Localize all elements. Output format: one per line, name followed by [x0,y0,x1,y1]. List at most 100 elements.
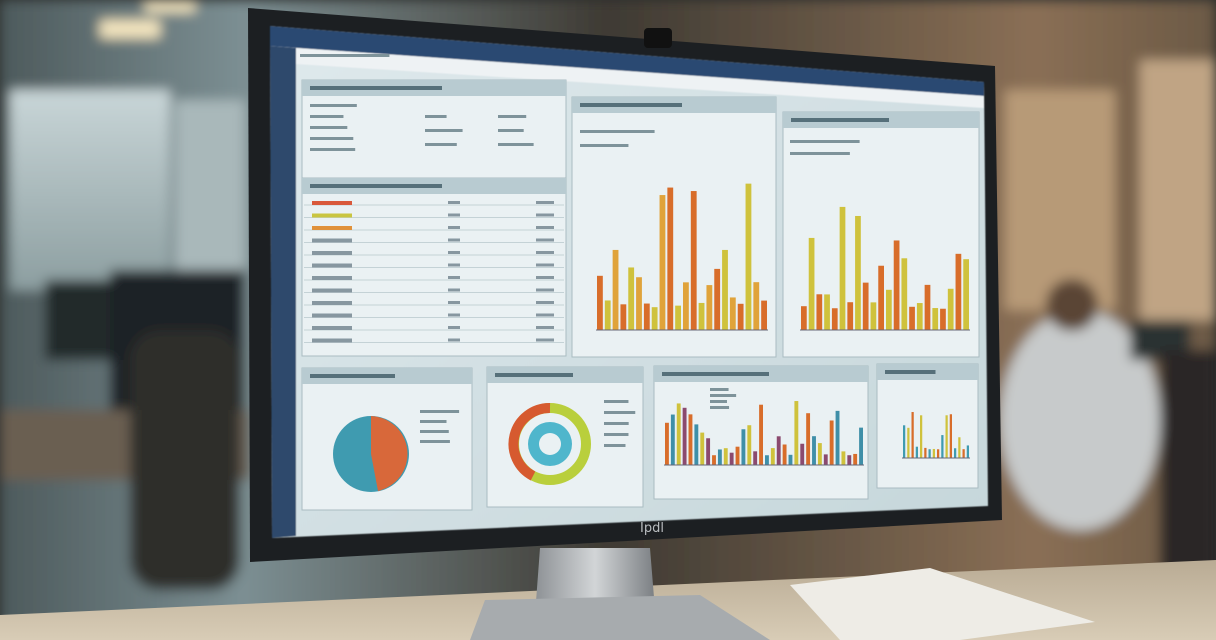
text-line [604,400,629,403]
bar [963,259,969,330]
text-line [425,129,463,132]
cell [536,238,554,242]
bar [759,404,763,465]
text-line [310,126,348,129]
bar [816,294,823,330]
bar [839,206,846,330]
dashboard [300,54,980,511]
cell [448,201,460,204]
bar [924,284,931,330]
bar [962,449,965,458]
cell [448,338,460,342]
cell [312,288,352,293]
bar [706,285,713,330]
cell [536,301,554,304]
bar [745,183,752,330]
bar [776,436,781,465]
text-line [498,143,534,146]
bar [753,282,760,330]
bar [694,424,699,465]
bar [717,449,722,465]
text-line [604,444,626,447]
cell [448,313,460,317]
bar [682,407,687,465]
bar [706,438,711,465]
text-line [420,410,460,413]
cell [448,226,460,229]
cell [448,301,460,304]
bar [688,414,693,465]
bar [636,277,642,330]
bar [859,427,863,465]
bar [676,403,681,465]
text-line [420,440,450,443]
cell [448,251,460,254]
bar [729,297,736,330]
bar [729,452,734,465]
bar [597,275,603,330]
bar [675,305,681,330]
bar [928,449,931,458]
bar [932,448,935,458]
cell [312,226,352,230]
bar [916,303,923,330]
bar [700,432,705,465]
bar [893,240,900,330]
text-line [300,54,390,57]
cell [536,288,554,292]
text-line [310,115,344,118]
bar [782,444,787,465]
text-line [310,104,357,107]
bar [670,414,675,465]
cell [312,276,352,280]
bar [698,302,705,330]
bar [690,191,697,330]
bar [643,303,650,330]
papers [790,568,1095,640]
cell [448,213,460,217]
cell [536,313,554,317]
cell [312,263,352,268]
panel [876,363,979,489]
cell [536,226,554,229]
cell [536,263,554,267]
cell [312,238,352,243]
text-line [604,411,636,414]
bar [911,412,914,458]
bar [835,410,840,465]
cell [312,213,352,218]
bar [954,448,957,458]
bar [667,187,674,330]
bar [735,446,740,465]
header-text [791,118,889,122]
text-line [425,115,447,118]
bar [901,258,908,330]
cell [448,263,460,267]
bar [907,427,910,458]
cell [536,338,554,342]
bar [958,437,961,458]
bar [765,455,769,465]
bar [722,249,728,330]
bar [909,306,915,330]
bar [604,300,611,330]
bar [823,454,828,465]
cell [536,213,554,217]
cell [448,276,460,279]
cell [536,251,554,254]
monitor-logo: Ipdl [640,521,664,536]
cell [312,313,352,318]
cell [536,201,554,204]
bar [862,282,869,330]
bar [753,451,758,465]
text-line [710,406,730,409]
donut-arc [508,402,551,481]
bar [812,436,816,465]
bar [941,435,944,458]
text-line [425,143,457,146]
cell [536,276,554,279]
cell [312,338,352,343]
bar [940,308,946,330]
text-line [310,148,356,151]
